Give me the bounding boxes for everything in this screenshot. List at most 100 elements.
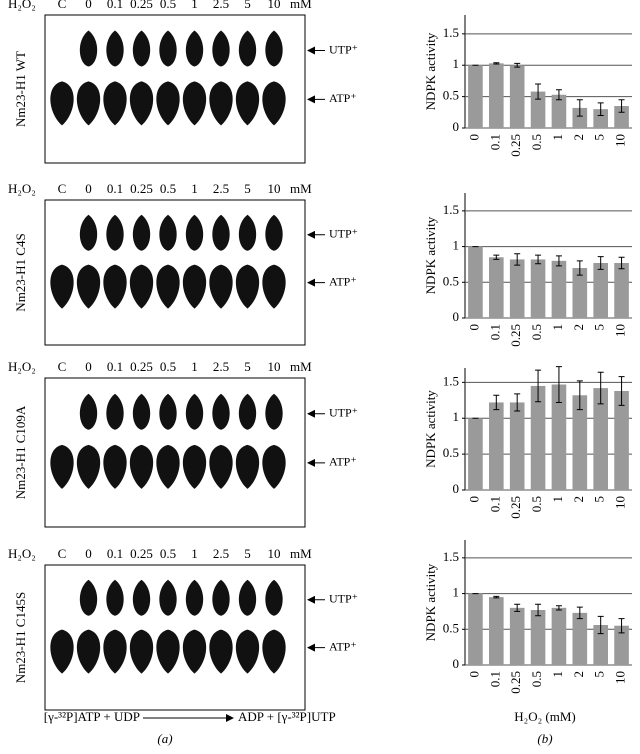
error-bar [535,603,542,617]
utp-spot [185,30,204,67]
band-label: ATP⁺ [329,91,357,105]
bar [614,263,629,318]
x-tick-label: 0.25 [508,671,523,694]
atp-spot [76,81,101,126]
atp-spot [50,81,74,126]
error-bar [576,260,583,276]
y-tick-label: 1 [453,409,460,424]
lane-label: 0.5 [160,181,176,196]
lane-label: 5 [244,0,251,11]
atp-spot [182,629,207,674]
y-tick-label: 0 [453,309,460,324]
y-axis-label: NDPK activity [423,390,438,468]
y-tick-label: 0 [453,656,460,671]
atp-spot [182,81,207,126]
bar [593,109,608,128]
x-tick-label: 0.5 [529,134,544,150]
error-bar [597,371,604,405]
x-tick-label: 5 [592,671,607,678]
utp-spot [79,214,98,251]
bar [551,607,567,665]
panel-label: (a) [157,731,172,746]
x-tick-label: 0.25 [508,324,523,347]
band-label: UTP⁺ [329,42,358,56]
lane-label: 10 [268,181,281,196]
utp-spot [238,214,257,251]
y-tick-label: 0.5 [443,273,459,288]
lane-label: 0.5 [160,359,176,374]
bar [530,385,546,490]
treatment-label: H₂O₂ [8,181,36,196]
utp-spot [79,393,98,430]
atp-spot [103,81,127,126]
treatment-label: H₂O₂ [8,546,36,561]
lane-label: 0.25 [130,181,153,196]
x-tick-label: 2 [571,496,586,503]
lane-label: 5 [244,181,251,196]
error-bar [576,380,583,411]
utp-spot [185,579,204,616]
bar [614,390,629,490]
bar [614,625,629,665]
bar [509,259,525,318]
error-bar [618,256,625,270]
lane-label: 10 [268,0,281,11]
x-tick-label: 0.5 [529,324,544,340]
y-tick-label: 1.5 [443,373,459,388]
bar [468,418,483,490]
atp-spot [103,444,127,489]
lane-label: 0 [85,181,92,196]
x-tick-label: 0 [466,671,481,678]
utp-spot [159,214,177,251]
panel-label: (b) [537,731,552,746]
utp-spot [265,393,283,430]
x-tick-label: 0.5 [529,496,544,512]
utp-spot [212,393,230,430]
x-tick-label: 10 [613,134,628,147]
lane-label: 0.1 [107,181,123,196]
utp-spot [79,579,98,616]
error-bar [555,255,562,267]
atp-spot [76,629,101,674]
atp-spot [129,264,154,309]
lane-label: 0.1 [107,359,123,374]
atp-spot [235,629,260,674]
atp-spot [235,81,260,126]
lane-label: 1 [191,546,198,561]
sample-label: Nm23-H1 WT [13,51,28,127]
x-tick-label: 0.5 [529,671,544,687]
band-label: ATP⁺ [329,274,357,288]
y-tick-label: 0.5 [443,620,459,635]
y-tick-label: 1.5 [443,25,459,40]
x-tick-label: 2 [571,324,586,331]
bar [551,94,567,128]
x-tick-label: 5 [592,496,607,503]
utp-spot [106,393,124,430]
error-bar [535,254,542,265]
atp-spot [262,629,286,674]
bar [593,263,608,318]
x-tick-label: 5 [592,324,607,331]
lane-label: 0 [85,0,92,11]
utp-spot [265,579,283,616]
x-tick-label: 2 [571,671,586,678]
lane-label: 2.5 [213,181,229,196]
utp-spot [212,579,230,616]
atp-spot [262,444,286,489]
lane-label: 0.5 [160,0,176,11]
error-bar [597,615,604,635]
utp-spot [238,393,257,430]
bar [509,65,525,128]
x-tick-label: 10 [613,671,628,684]
bar [468,65,483,128]
sample-label: Nm23-H1 C4S [13,233,28,311]
error-bar [514,253,521,266]
band-label: UTP⁺ [329,592,358,606]
lane-label: 0 [85,359,92,374]
atp-spot [182,264,207,309]
y-tick-label: 0 [453,481,460,496]
y-axis-label: NDPK activity [423,32,438,110]
x-tick-label: 1 [550,324,565,331]
band-label: UTP⁺ [329,227,358,241]
lane-label: 2.5 [213,0,229,11]
